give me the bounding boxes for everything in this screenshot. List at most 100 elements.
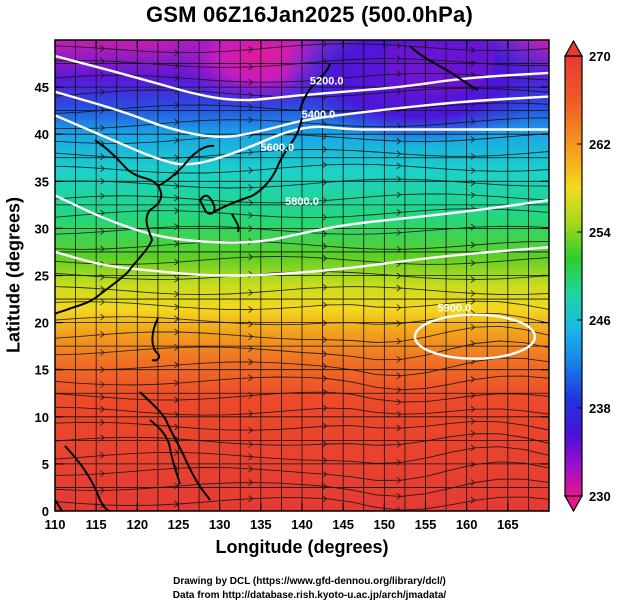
streamline-arrow: [248, 103, 254, 111]
y-tick-label: 5: [42, 457, 49, 472]
streamline-arrow: [322, 108, 328, 116]
contour-line: [55, 114, 549, 166]
streamline-arrow: [248, 289, 254, 296]
streamline-arrow: [396, 229, 402, 236]
streamline-arrow: [322, 161, 328, 169]
streamline-arrow: [248, 410, 254, 417]
streamline-arrow: [248, 184, 254, 191]
contour-line: [55, 90, 549, 138]
colorbar-tick-label: 262: [589, 137, 611, 152]
streamline-arrow: [248, 148, 254, 156]
streamline-arrow: [322, 76, 328, 83]
streamline-arrow: [248, 306, 254, 313]
x-tick-label: 130: [209, 517, 231, 532]
colorbar-tick-label: 238: [589, 401, 611, 416]
streamline-arrow: [396, 338, 402, 345]
streamline-arrow: [470, 152, 476, 160]
colorbar: 270 262 254 246 238 230: [563, 39, 611, 513]
streamline-arrow: [396, 42, 402, 50]
y-tick-label: 35: [35, 174, 49, 189]
streamline-arrow: [248, 91, 254, 99]
streamline-arrow: [470, 118, 476, 125]
streamline-arrow: [470, 223, 476, 231]
y-tick-label: 45: [35, 80, 49, 95]
streamline-arrow: [322, 470, 328, 478]
streamline-arrow: [100, 124, 106, 132]
y-tick-label: 0: [42, 504, 49, 519]
y-tick-label: 10: [35, 410, 49, 425]
streamline-arrow: [248, 358, 254, 366]
colorbar-ticks: 270 262 254 246 238 230: [577, 49, 611, 504]
streamline-arrow: [322, 40, 328, 48]
contour-label: 5600.0: [260, 142, 294, 154]
streamline-arrow: [322, 350, 328, 358]
contour-label: 5400.0: [302, 109, 336, 121]
streamline-arrow: [396, 372, 402, 380]
streamline-arrow: [322, 457, 328, 464]
x-tick-label: 155: [415, 517, 437, 532]
plot-area: 5200.0 5400.0 5600.0 5800.0 5900.0: [55, 40, 549, 511]
streamline-arrow: [396, 272, 402, 280]
streamline-arrow: [100, 153, 106, 161]
streamline-arrow: [248, 116, 254, 124]
streamline-arrow: [248, 333, 254, 341]
grid-lines: [55, 40, 549, 511]
streamline-arrow: [322, 93, 328, 101]
streamline-arrow: [396, 304, 402, 311]
streamline-arrow: [396, 441, 402, 448]
contour-line-closed: [413, 313, 537, 360]
streamline-arrow: [396, 506, 402, 511]
x-axis: 110 115 120 125 130 135 140 145 150 155 160 165: [45, 40, 519, 532]
streamline-arrow: [100, 419, 106, 426]
streamline-arrow: [470, 430, 476, 438]
streamline-arrow: [396, 208, 402, 216]
x-tick-label: 150: [373, 517, 395, 532]
credit-data: Data from http://database.rish.kyoto-u.a…: [172, 590, 447, 601]
streamline-arrow: [396, 191, 402, 199]
streamline-arrow: [248, 167, 254, 174]
streamline-arrow: [470, 323, 476, 331]
contour-labels: 5200.0 5400.0 5600.0 5800.0 5900.0: [260, 75, 471, 314]
streamline-arrow: [100, 434, 106, 442]
colorbar-gradient: [564, 55, 583, 497]
streamline-arrow: [100, 405, 106, 413]
colorbar-tick-label: 246: [589, 313, 611, 328]
streamline-arrow: [322, 495, 328, 503]
streamline-arrow: [322, 254, 328, 262]
colorbar-tick-label: 270: [589, 49, 611, 64]
x-tick-label: 135: [250, 517, 272, 532]
streamline-arrow: [248, 495, 254, 502]
streamline-arrow: [396, 386, 402, 394]
streamline-arrow: [322, 214, 328, 221]
streamline-arrow: [100, 106, 106, 114]
streamline-arrow: [100, 209, 106, 217]
colorbar-tick-label: 230: [589, 489, 611, 504]
streamline-arrow: [470, 191, 476, 199]
streamline-arrow: [322, 440, 328, 448]
streamline-arrow: [322, 363, 328, 370]
streamline-arrow: [322, 283, 328, 291]
streamline-arrow: [396, 70, 402, 78]
streamline-arrow: [322, 336, 328, 344]
streamline-arrow: [100, 285, 106, 293]
streamline-arrow: [248, 479, 254, 486]
streamline-arrow: [396, 245, 402, 253]
streamline-arrow: [470, 479, 476, 486]
streamline-arrow: [248, 78, 254, 86]
streamline-arrow: [396, 320, 402, 327]
streamline-arrow: [322, 375, 328, 382]
streamline-arrow: [100, 45, 106, 52]
streamline-arrow: [100, 313, 106, 321]
y-tick-label: 15: [35, 363, 49, 378]
streamline-arrow: [100, 192, 106, 200]
height-contours: [55, 54, 549, 360]
streamline-arrow: [396, 459, 402, 466]
x-tick-label: 160: [456, 517, 478, 532]
streamline-arrow: [470, 136, 476, 143]
streamline-arrow: [396, 137, 402, 145]
streamline-arrow: [100, 470, 106, 477]
streamline-arrow: [248, 253, 254, 261]
streamline-arrow: [396, 424, 402, 432]
chart-title: GSM 06Z16Jan2025 (500.0hPa): [145, 2, 474, 27]
